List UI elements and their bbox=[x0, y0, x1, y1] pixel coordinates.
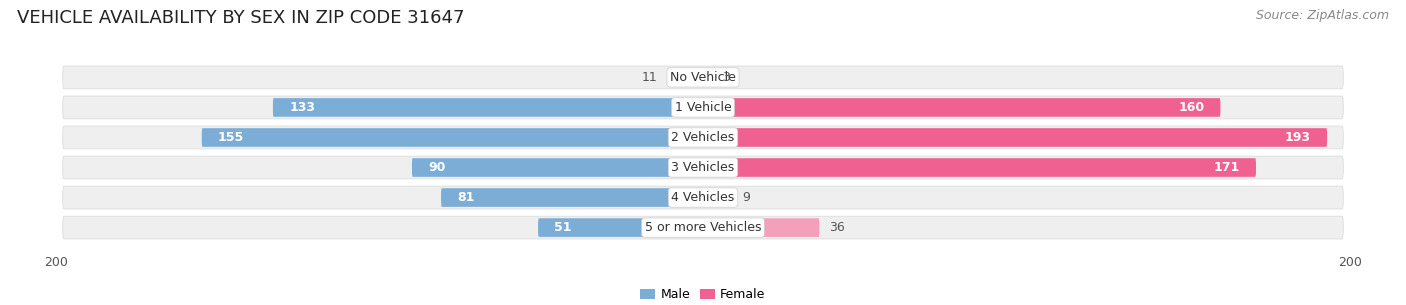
Text: 4 Vehicles: 4 Vehicles bbox=[672, 191, 734, 204]
FancyBboxPatch shape bbox=[703, 128, 1327, 147]
Text: 51: 51 bbox=[554, 221, 572, 234]
Text: 11: 11 bbox=[643, 71, 658, 84]
Text: 3 Vehicles: 3 Vehicles bbox=[672, 161, 734, 174]
Text: 133: 133 bbox=[290, 101, 315, 114]
FancyBboxPatch shape bbox=[441, 188, 703, 207]
Legend: Male, Female: Male, Female bbox=[636, 283, 770, 305]
Text: 160: 160 bbox=[1178, 101, 1204, 114]
FancyBboxPatch shape bbox=[63, 96, 1343, 119]
Text: 3: 3 bbox=[723, 71, 730, 84]
FancyBboxPatch shape bbox=[703, 98, 1220, 117]
Text: 193: 193 bbox=[1285, 131, 1310, 144]
Text: 2 Vehicles: 2 Vehicles bbox=[672, 131, 734, 144]
Text: 171: 171 bbox=[1213, 161, 1240, 174]
Text: No Vehicle: No Vehicle bbox=[671, 71, 735, 84]
Text: 1 Vehicle: 1 Vehicle bbox=[675, 101, 731, 114]
FancyBboxPatch shape bbox=[668, 68, 703, 87]
FancyBboxPatch shape bbox=[703, 158, 1256, 177]
Text: 9: 9 bbox=[742, 191, 749, 204]
Text: VEHICLE AVAILABILITY BY SEX IN ZIP CODE 31647: VEHICLE AVAILABILITY BY SEX IN ZIP CODE … bbox=[17, 9, 464, 27]
FancyBboxPatch shape bbox=[412, 158, 703, 177]
Text: Source: ZipAtlas.com: Source: ZipAtlas.com bbox=[1256, 9, 1389, 22]
Text: 81: 81 bbox=[457, 191, 475, 204]
FancyBboxPatch shape bbox=[703, 218, 820, 237]
FancyBboxPatch shape bbox=[63, 186, 1343, 209]
FancyBboxPatch shape bbox=[703, 68, 713, 87]
Text: 36: 36 bbox=[830, 221, 845, 234]
Text: 155: 155 bbox=[218, 131, 245, 144]
FancyBboxPatch shape bbox=[63, 216, 1343, 239]
FancyBboxPatch shape bbox=[703, 188, 733, 207]
FancyBboxPatch shape bbox=[63, 66, 1343, 89]
FancyBboxPatch shape bbox=[538, 218, 703, 237]
FancyBboxPatch shape bbox=[63, 156, 1343, 179]
Text: 90: 90 bbox=[429, 161, 446, 174]
FancyBboxPatch shape bbox=[202, 128, 703, 147]
FancyBboxPatch shape bbox=[63, 126, 1343, 149]
FancyBboxPatch shape bbox=[273, 98, 703, 117]
Text: 5 or more Vehicles: 5 or more Vehicles bbox=[645, 221, 761, 234]
